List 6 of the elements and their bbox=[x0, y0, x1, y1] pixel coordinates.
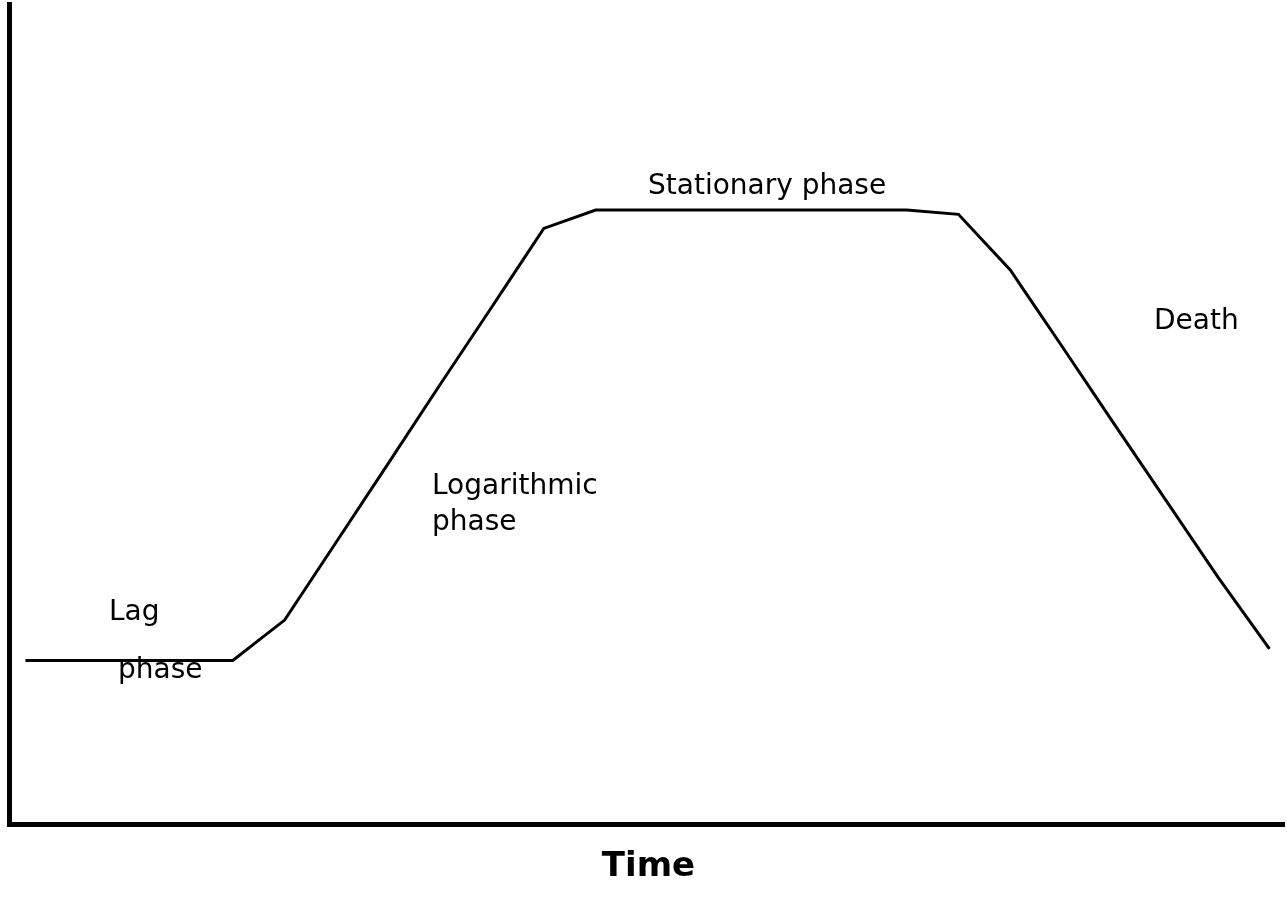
x-axis-title: Time bbox=[601, 843, 696, 884]
annotation: Lag bbox=[109, 594, 160, 627]
text: Stationary phase bbox=[648, 168, 887, 201]
annotation: Death bbox=[1154, 303, 1239, 336]
annotation: phase bbox=[118, 652, 203, 685]
annotation: Logarithmic phase bbox=[432, 468, 598, 538]
